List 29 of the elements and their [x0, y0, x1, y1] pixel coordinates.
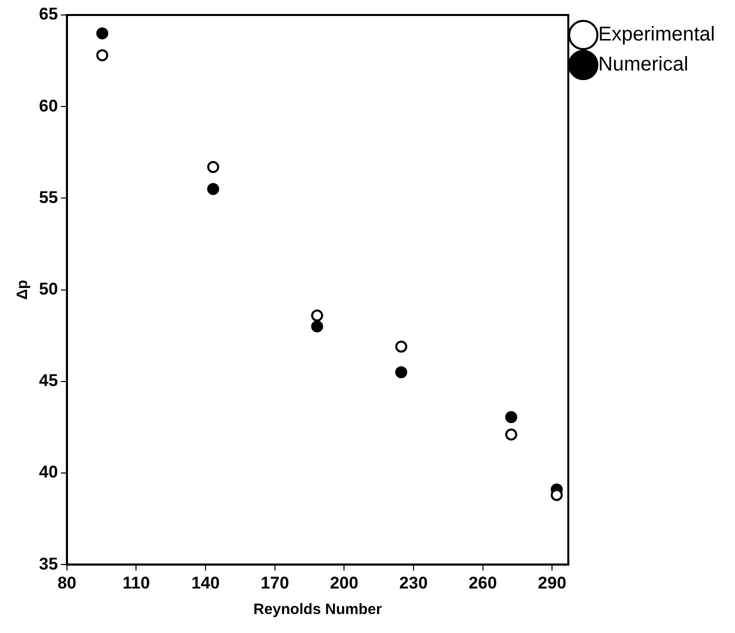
- y-tick-label: 45: [38, 371, 58, 390]
- point: [505, 428, 518, 441]
- y-tick-label: 50: [38, 279, 58, 298]
- point: [207, 161, 220, 174]
- point: [395, 366, 408, 378]
- x-tick-label: 140: [191, 573, 220, 592]
- x-tick-label: 200: [330, 573, 358, 592]
- point: [96, 49, 108, 62]
- point: [311, 320, 324, 332]
- y-tick-label: 65: [38, 4, 58, 24]
- y-tick-label: 55: [38, 188, 58, 207]
- x-tick-label: 260: [468, 573, 497, 592]
- point: [96, 27, 108, 40]
- y-tick-label: 35: [38, 554, 58, 574]
- point: [395, 340, 408, 353]
- x-axis-title: Reynolds Number: [253, 601, 382, 618]
- x-tick-label: 110: [122, 573, 150, 592]
- point: [505, 411, 518, 424]
- y-axis-title: Δp: [14, 280, 32, 300]
- legend-label: Numerical: [598, 54, 688, 76]
- point: [311, 309, 324, 322]
- y-tick-label: 40: [38, 462, 58, 482]
- x-tick-label: 230: [399, 573, 428, 592]
- x-tick-label: 80: [57, 573, 76, 592]
- point: [207, 183, 220, 196]
- y-tick-label: 60: [38, 96, 58, 116]
- x-tick-label: 170: [260, 573, 290, 592]
- legend-label: Experimental: [598, 24, 715, 46]
- x-tick-label: 290: [538, 573, 566, 592]
